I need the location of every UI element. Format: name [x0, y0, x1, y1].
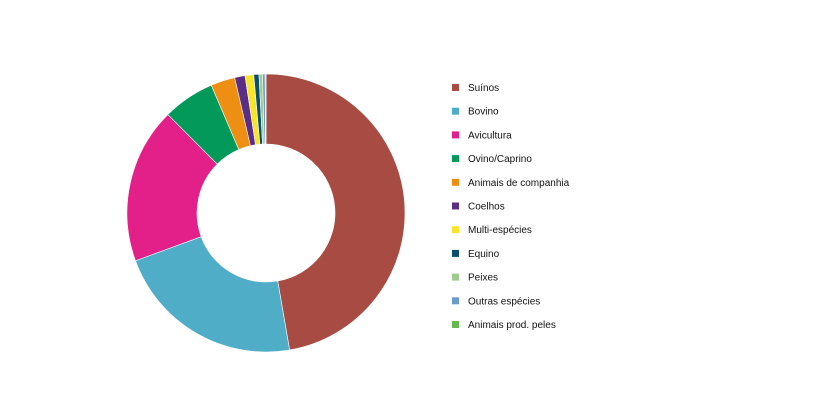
legend-swatch [452, 249, 459, 257]
slice-1 [135, 236, 290, 353]
legend-item: Outras espécies [452, 296, 540, 307]
legend-label: Animais de companhia [468, 178, 570, 189]
legend-label: Avicultura [468, 130, 512, 141]
legend-label: Multi-espécies [468, 225, 532, 236]
legend-item: Equino [452, 249, 500, 260]
legend-label: Suínos [468, 83, 499, 94]
legend-label: Ovino/Caprino [468, 154, 532, 165]
legend-swatch [452, 202, 459, 210]
legend-swatch [452, 155, 459, 163]
legend-swatch [452, 273, 459, 281]
legend-label: Equino [468, 249, 500, 260]
slice-0 [265, 73, 406, 351]
legend-item: Avicultura [452, 130, 512, 141]
legend-item: Coelhos [452, 202, 505, 213]
legend-item: Multi-espécies [452, 225, 532, 236]
legend-swatch [452, 107, 459, 115]
legend-swatch [452, 84, 459, 91]
donut-slices [126, 73, 406, 353]
legend-item: Bovino [452, 107, 499, 118]
legend-label: Outras espécies [468, 296, 540, 307]
legend-swatch [452, 297, 459, 305]
legend-swatch [452, 131, 459, 139]
legend-swatch [452, 321, 459, 328]
legend-swatch [452, 178, 459, 186]
legend-label: Peixes [468, 273, 498, 284]
legend-item: Suínos [452, 83, 499, 94]
legend-label: Bovino [468, 107, 499, 118]
legend-item: Peixes [452, 273, 498, 284]
legend: Suínos Bovino Avicultura Ovino/Caprino Anima… [452, 83, 570, 331]
legend-label: Animais prod. peles [468, 320, 556, 331]
slice-2 [126, 114, 218, 262]
legend-item: Animais de companhia [452, 178, 570, 189]
slice-10 [264, 73, 267, 145]
legend-item: Ovino/Caprino [452, 154, 532, 165]
legend-label: Coelhos [468, 202, 505, 213]
legend-item: Animais prod. peles [452, 320, 556, 331]
legend-swatch [452, 226, 459, 234]
